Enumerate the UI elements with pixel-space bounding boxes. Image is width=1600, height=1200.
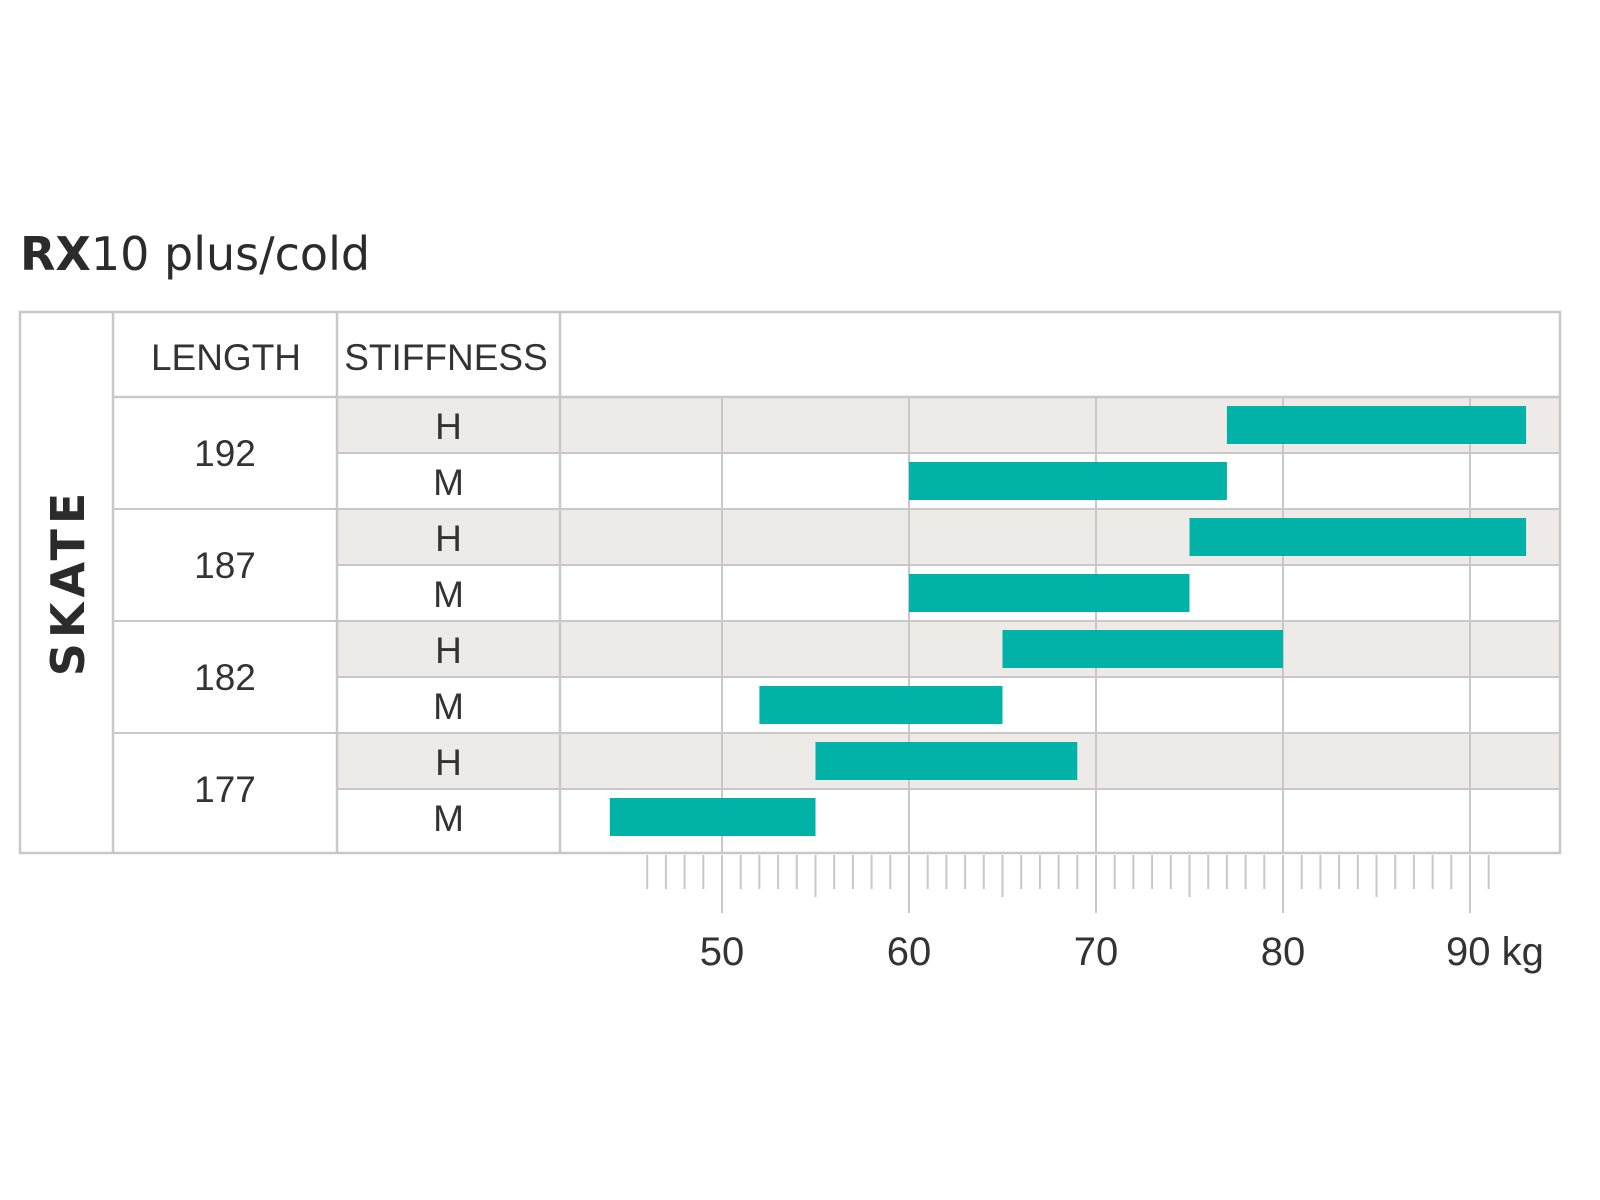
tick-label: 60 — [887, 930, 932, 974]
bar-177-M — [609, 798, 816, 836]
axis-ticks — [646, 855, 1490, 913]
length-label-177: 177 — [194, 769, 256, 810]
tick-label: 70 — [1074, 930, 1119, 974]
chart-title: RX10 plus/cold — [20, 227, 370, 281]
stiffness-label: H — [435, 406, 462, 447]
bar-182-H — [1002, 630, 1283, 668]
stiffness-header: STIFFNESS — [344, 337, 548, 378]
bar-192-H — [1226, 406, 1527, 444]
bar-182-M — [759, 686, 1003, 724]
stiffness-label: H — [435, 630, 462, 671]
bar-192-M — [909, 462, 1227, 500]
table-lines — [18, 310, 1562, 855]
table-border — [18, 310, 1562, 855]
tick-label: 50 — [700, 930, 745, 974]
chart-title-rest: 10 plus/cold — [91, 227, 370, 281]
row-shade — [337, 621, 1560, 677]
chart-title-bold: RX — [20, 227, 91, 281]
bars — [609, 406, 1527, 836]
length-header: LENGTH — [151, 337, 301, 378]
length-labels: 192 187 182 177 — [194, 433, 256, 810]
length-label-192: 192 — [194, 433, 256, 474]
axis-tick-labels: 50 60 70 80 90 kg — [700, 930, 1544, 974]
stiffness-label: M — [433, 686, 464, 727]
length-label-187: 187 — [194, 545, 256, 586]
tick-label: 90 kg — [1446, 930, 1544, 974]
stiffness-label: H — [435, 518, 462, 559]
bar-187-H — [1189, 518, 1527, 556]
bar-187-M — [909, 574, 1190, 612]
bar-177-H — [815, 742, 1078, 780]
stiffness-label: M — [433, 574, 464, 615]
length-label-182: 182 — [194, 657, 256, 698]
stiffness-label: H — [435, 742, 462, 783]
side-label: SKATE — [41, 488, 95, 677]
tick-label: 80 — [1261, 930, 1306, 974]
stiffness-label: M — [433, 798, 464, 839]
stiffness-label: M — [433, 462, 464, 503]
